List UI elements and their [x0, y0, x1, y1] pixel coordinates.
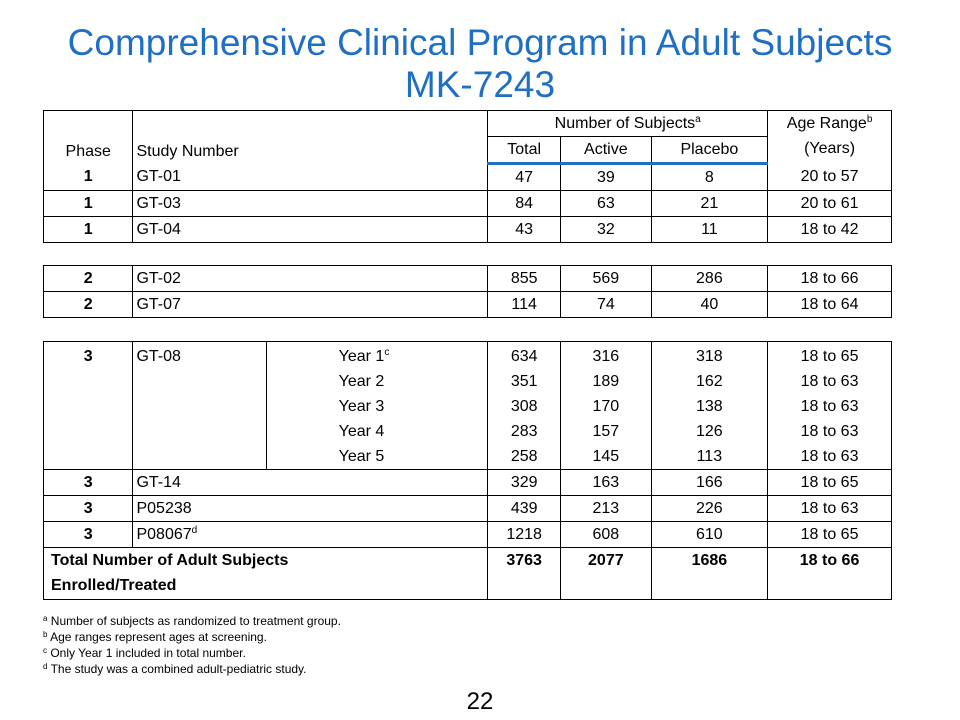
footnote-a: a Number of subjects as randomized to tr…	[43, 614, 341, 628]
title-line-1: Comprehensive Clinical Program in Adult …	[67, 22, 893, 63]
phase-2-table: 2 GT-02 855 569 286 18 to 66 2 GT-07 114…	[42, 265, 892, 318]
header-total: Total	[487, 136, 562, 165]
table-row: 1 GT-01 47 39 8 20 to 57	[42, 163, 892, 191]
footnotes: a Number of subjects as randomized to tr…	[43, 613, 341, 677]
gt08-totals: 634 351 308 283 258	[487, 341, 562, 470]
total-row: Total Number of Adult Subjects Enrolled/…	[42, 547, 892, 600]
table-row: 3 P08067d 1218 608 610 18 to 65	[42, 521, 892, 548]
study-gt08: GT-08	[132, 341, 267, 470]
footnote-d: d The study was a combined adult-pediatr…	[43, 662, 307, 676]
title-line-2: MK-7243	[404, 64, 556, 105]
footnote-ref-a: a	[695, 114, 701, 125]
header-placebo: Placebo	[650, 136, 769, 165]
header-phase-cell: Phase	[42, 110, 134, 164]
gt08-active: 316 189 170 157 145	[560, 341, 652, 470]
footnote-ref-d: d	[191, 525, 198, 536]
table-row: 3 GT-14 329 163 166 18 to 65	[42, 469, 892, 496]
table-row: 2 GT-07 114 74 40 18 to 64	[42, 291, 892, 318]
phase-3-table: 3 GT-08 Year 1c Year 2 Year 3 Year 4 Yea…	[42, 341, 892, 600]
header-active: Active	[560, 136, 652, 165]
phase-1-table: Phase Study Number Number of Subjectsa A…	[42, 110, 892, 243]
table-row: 2 GT-02 855 569 286 18 to 66	[42, 265, 892, 292]
gt08-placebo: 318 162 138 126 113	[650, 341, 769, 470]
header-study-cell: Study Number	[132, 110, 489, 164]
table-row: 1 GT-03 84 63 21 20 to 61	[42, 190, 892, 217]
page-number: 22	[466, 688, 494, 715]
table-row: 1 GT-04 43 32 11 18 to 42	[42, 216, 892, 243]
footnote-ref-c: c	[384, 347, 390, 358]
table-row-gt08: 3 GT-08 Year 1c Year 2 Year 3 Year 4 Yea…	[42, 341, 892, 470]
header-years: (Years)	[804, 140, 856, 157]
footnote-c: c Only Year 1 included in total number.	[43, 646, 246, 660]
footnote-ref-b: b	[866, 114, 873, 125]
slide-title: Comprehensive Clinical Program in Adult …	[0, 22, 960, 106]
year-labels: Year 1c Year 2 Year 3 Year 4 Year 5	[265, 341, 489, 470]
header-age-range: Age Rangeb (Years)	[767, 110, 892, 164]
header-phase: Phase	[65, 142, 111, 160]
footnote-b: b Age ranges represent ages at screening…	[43, 630, 267, 644]
gt08-age: 18 to 65 18 to 63 18 to 63 18 to 63 18 t…	[767, 341, 892, 470]
header-study-number: Study Number	[136, 142, 239, 160]
total-label: Total Number of Adult Subjects Enrolled/…	[42, 547, 489, 600]
header-num-subjects: Number of Subjectsa	[487, 110, 769, 137]
table-row: 3 P05238 439 213 226 18 to 63	[42, 495, 892, 522]
